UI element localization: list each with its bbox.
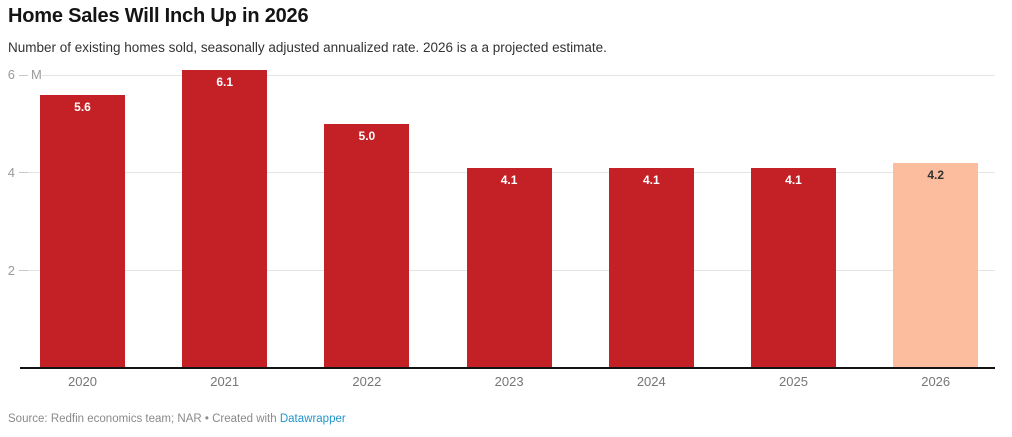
bar-value-label-2024: 4.1 (642, 173, 660, 187)
y-axis-tick-2: 2 (7, 262, 15, 278)
bar-2021: 6.1 (182, 70, 268, 369)
x-axis-label-2022: 2022 (352, 374, 382, 389)
bar-value-label-2021: 6.1 (216, 75, 234, 90)
bar-2025: 4.1 (751, 168, 836, 369)
y-axis-tick-6: 6 (7, 67, 15, 83)
y-axis-tick-mark (19, 172, 28, 174)
separator-text: • (201, 413, 213, 425)
chart-title: Home Sales Will Inch Up in 2026 (8, 5, 309, 27)
x-axis-line (20, 367, 995, 369)
bar-2022: 5.0 (324, 124, 410, 369)
bar-2023: 4.1 (466, 168, 552, 369)
x-axis-label-2024: 2024 (636, 374, 666, 389)
chart-subtitle: Number of existing homes sold, seasonall… (8, 40, 607, 55)
bar-value-label-2020: 5.6 (74, 99, 91, 114)
created-with-text: Created with (212, 413, 280, 425)
x-axis-label-2021: 2021 (210, 374, 240, 389)
y-axis-tick-mark (19, 270, 28, 272)
bar-value-label-2026: 4.2 (927, 168, 945, 183)
x-axis-label-2025: 2025 (779, 374, 808, 389)
x-axis-label-2026: 2026 (921, 374, 951, 389)
x-axis-label-2020: 2020 (68, 374, 97, 389)
bar-value-label-2025: 4.1 (785, 173, 802, 187)
y-axis-tick-4: 4 (7, 164, 15, 180)
bar-value-label-2022: 5.0 (358, 129, 376, 143)
datawrapper-link[interactable]: Datawrapper (279, 413, 346, 425)
y-axis-tick-mark (19, 74, 28, 76)
x-axis-label-2023: 2023 (494, 374, 524, 389)
bar-2026: 4.2 (893, 163, 979, 369)
bar-2024: 4.1 (608, 168, 694, 369)
bar-2020: 5.6 (40, 94, 125, 369)
y-axis-unit-label: M (31, 67, 42, 83)
source-line: Source: Redfin economics team; NAR • Cre… (8, 413, 346, 425)
source-text: Source: Redfin economics team; NAR (8, 413, 202, 425)
bar-value-label-2023: 4.1 (500, 173, 518, 187)
gridline (41, 74, 995, 76)
